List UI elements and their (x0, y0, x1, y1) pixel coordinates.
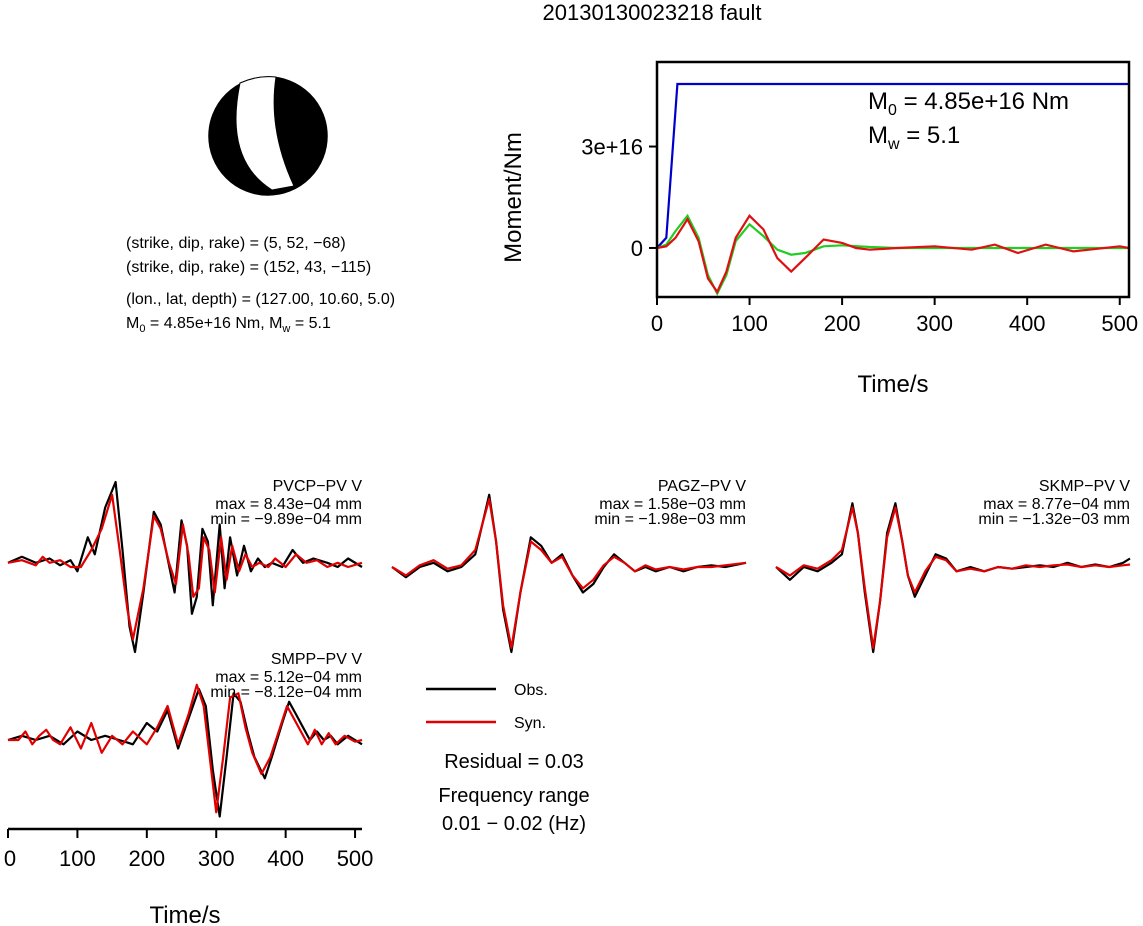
moment-x-tick-label: 100 (731, 311, 768, 336)
mechanism-line-1: (strike, dip, rake) = (5, 52, −68) (126, 235, 346, 252)
moment-x-axis-label: Time/s (857, 371, 928, 398)
station-label: SMPP−PV V (271, 651, 362, 668)
station-min: min = −9.89e−04 mm (210, 511, 362, 528)
station-max: max = 8.77e−04 mm (983, 496, 1130, 513)
mechanism-info: (strike, dip, rake) = (5, 52, −68) (stri… (126, 235, 395, 335)
waveform-x-tick-label: 100 (59, 846, 96, 871)
station-min: min = −1.32e−03 mm (978, 511, 1130, 528)
moment-x-tick-label: 500 (1101, 311, 1138, 336)
station-max: max = 1.58e−03 mm (599, 496, 746, 513)
observed-trace (7, 687, 363, 818)
mechanism-line-2: (strike, dip, rake) = (152, 43, −115) (126, 259, 371, 276)
synthetic-trace (775, 506, 1131, 649)
moment-y-axis-label: Moment/Nm (500, 132, 527, 263)
station-min: min = −8.12e−04 mm (210, 684, 362, 701)
station-label: PAGZ−PV V (658, 478, 747, 495)
legend: Obs. Syn. Residual = 0.03 Frequency rang… (426, 682, 590, 835)
station-label: SKMP−PV V (1039, 478, 1130, 495)
moment-y-tick-label: 3e+16 (581, 135, 643, 160)
moment-series-0 (656, 82, 1129, 249)
moment-x-tick-label: 200 (824, 311, 861, 336)
waveform-x-tick-label: 500 (337, 846, 374, 871)
waveform-time-axis: 0 100 200 300 400 500 Time/s (4, 827, 374, 926)
station-label: PVCP−PV V (273, 478, 363, 495)
frequency-value: 0.01 − 0.02 (Hz) (442, 813, 586, 835)
station-max: max = 5.12e−04 mm (215, 669, 362, 686)
moment-series-2 (656, 214, 1130, 295)
synthetic-trace (8, 683, 363, 814)
frequency-label: Frequency range (438, 785, 589, 807)
moment-series-1 (656, 213, 1129, 297)
moment-x-tick-label: 0 (651, 311, 663, 336)
residual-text: Residual = 0.03 (444, 751, 584, 773)
waveform-x-axis-label: Time/s (149, 902, 220, 926)
moment-x-tick-label: 400 (1009, 311, 1046, 336)
waveform-x-tick-label: 400 (267, 846, 304, 871)
moment-annotation-mw: Mw = 5.1 (868, 122, 960, 153)
mechanism-line-4: M0 = 4.85e+16 Nm, Mw = 5.1 (126, 315, 331, 335)
moment-annotation-m0: M0 = 4.85e+16 Nm (868, 88, 1069, 119)
synthetic-trace (7, 493, 363, 641)
waveform-x-tick-label: 300 (198, 846, 235, 871)
figure-title: 20130130023218 fault (543, 0, 762, 25)
moment-y-tick-label: 0 (631, 236, 643, 261)
legend-syn-label: Syn. (514, 715, 546, 732)
station-min: min = −1.98e−03 mm (594, 511, 746, 528)
legend-obs-label: Obs. (514, 682, 548, 699)
waveform-x-tick-label: 200 (128, 846, 165, 871)
moment-function-chart: 0 100 200 300 400 500 0 3e+16 Time/s Moment/Nm M0 … (500, 60, 1138, 398)
station-max: max = 8.43e−04 mm (215, 496, 362, 513)
moment-plot-frame (655, 60, 1131, 299)
observed-trace (7, 480, 363, 654)
mechanism-line-3: (lon., lat, depth) = (127.00, 10.60, 5.0… (126, 291, 395, 308)
beachball-icon (208, 76, 328, 196)
synthetic-trace (391, 497, 747, 649)
moment-x-tick-label: 300 (916, 311, 953, 336)
waveform-x-tick-label: 0 (4, 846, 16, 871)
